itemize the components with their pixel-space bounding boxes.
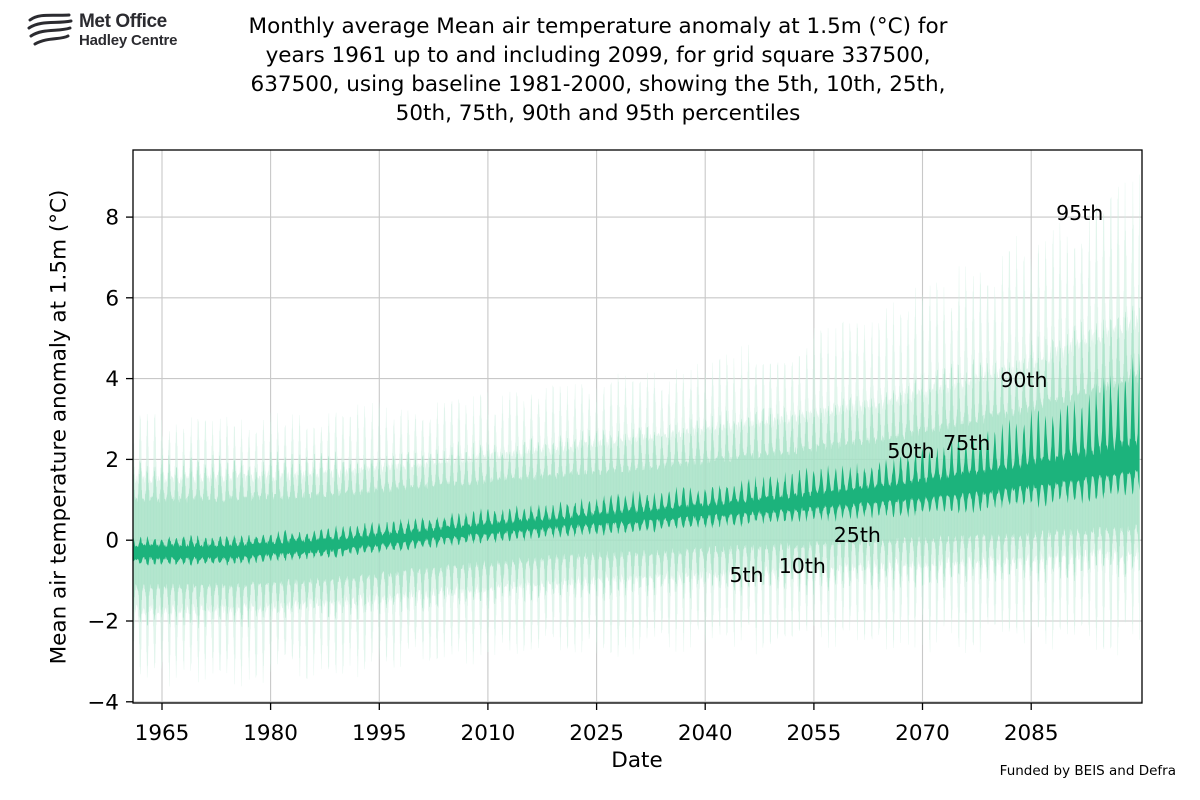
percentile-label-50th: 50th [887, 439, 934, 463]
y-tick-label-0: 0 [105, 529, 119, 554]
plot-border [132, 149, 1143, 704]
chart-title-line-1: Monthly average Mean air temperature ano… [248, 14, 948, 39]
percentile-label-10th: 10th [779, 554, 826, 578]
y-tick-label-2: 2 [105, 448, 119, 473]
met-office-logo-text: Met Office Hadley Centre [79, 11, 178, 50]
y-tick-label--2: −2 [87, 610, 119, 635]
x-tick-label-2085: 2085 [1004, 721, 1059, 746]
logo-met-office: Met Office [79, 11, 167, 32]
funding-credit: Funded by BEIS and Defra [999, 763, 1176, 779]
percentile-label-75th: 75th [943, 431, 990, 455]
percentile-label-90th: 90th [1000, 368, 1047, 392]
percentile-label-95th: 95th [1056, 201, 1103, 225]
chart-title: Monthly average Mean air temperature ano… [249, 12, 948, 128]
x-tick-label-2010: 2010 [461, 721, 516, 746]
met-office-waves-icon [27, 13, 73, 46]
y-tick-label-8: 8 [105, 206, 119, 231]
x-tick-label-2070: 2070 [895, 721, 950, 746]
y-tick-label-6: 6 [105, 286, 119, 311]
logo-hadley-centre: Hadley Centre [79, 32, 178, 49]
y-tick-label--4: −4 [87, 690, 119, 715]
percentile-label-25th: 25th [834, 523, 881, 547]
x-tick-label-2025: 2025 [569, 721, 624, 746]
x-tick-label-2040: 2040 [678, 721, 733, 746]
x-tick-label-1965: 1965 [135, 721, 190, 746]
chart-title-line-3: 637500, using baseline 1981-2000, showin… [250, 72, 946, 97]
x-axis-label: Date [611, 748, 663, 773]
band-25-75-fill [133, 354, 1140, 566]
x-tick-label-1980: 1980 [243, 721, 298, 746]
x-tick-label-2055: 2055 [787, 721, 842, 746]
y-tick-label-4: 4 [105, 367, 119, 392]
x-tick-label-1995: 1995 [352, 721, 407, 746]
chart-title-line-2: years 1961 up to and including 2099, for… [265, 43, 931, 68]
percentile-label-5th: 5th [729, 563, 763, 587]
met-office-logo: Met Office Hadley Centre [27, 12, 177, 52]
chart-title-line-4: 50th, 75th, 90th and 95th percentiles [395, 101, 801, 126]
